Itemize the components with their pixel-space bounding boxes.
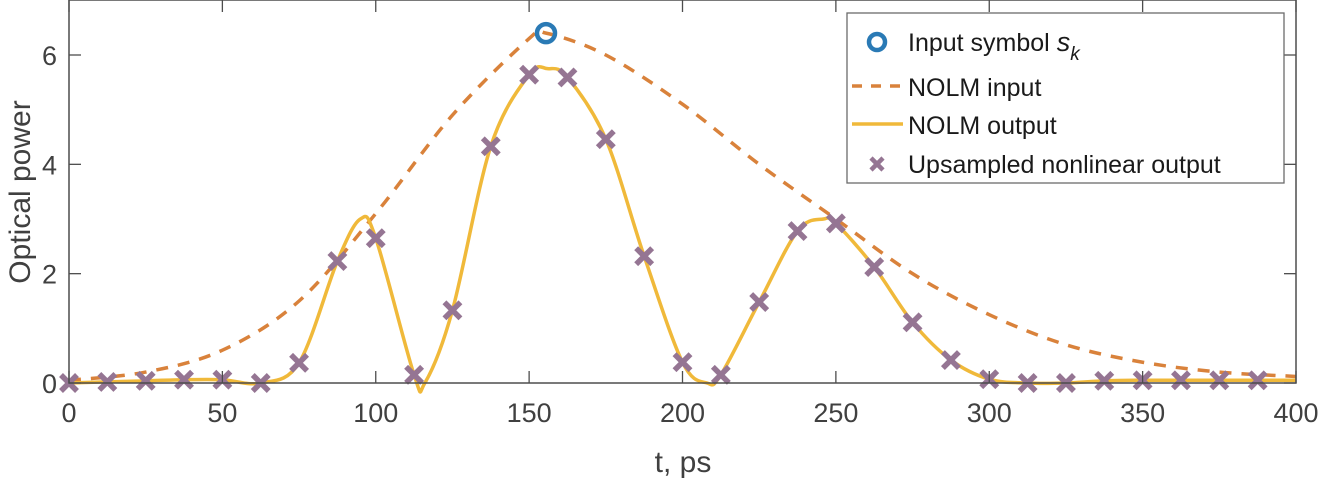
x-tick-label: 300 [967,398,1012,428]
x-marker [135,370,156,391]
y-tick-label: 4 [42,150,57,180]
x-marker [634,246,655,267]
circle-marker-icon [866,31,888,53]
x-tick-labels: 0 50 100 150 200 250 300 350 400 [61,398,1318,428]
x-marker [97,371,118,392]
x-marker-icon [869,156,885,172]
x-tick-label: 0 [61,398,76,428]
x-marker [365,228,386,249]
x-marker [1094,370,1115,391]
x-marker [864,257,885,278]
x-tick-label: 50 [207,398,237,428]
x-tick-label: 400 [1273,398,1318,428]
x-marker [174,369,194,390]
x-tick-label: 350 [1120,398,1165,428]
nolm-input-line [68,27,1297,383]
legend: Input symbol sk NOLM input NOLM output U… [846,12,1285,184]
x-marker [1171,370,1191,391]
y-tick-label: 6 [42,41,57,71]
x-marker [442,300,463,321]
axis-ticks [68,0,1297,384]
y-tick-label: 0 [42,369,57,399]
x-marker [710,364,731,385]
x-marker [480,136,501,157]
y-tick-label: 2 [42,260,57,290]
legend-item-input-symbol: Input symbol sk [908,27,1081,65]
y-axis-label: Optical power [4,100,37,283]
legend-item-nolm-output: NOLM output [908,112,1057,140]
x-marker [595,129,616,150]
x-tick-label: 150 [507,398,552,428]
input-symbol-marker [534,21,558,45]
legend-item-nolm-input: NOLM input [908,74,1041,102]
x-marker [1247,370,1268,391]
x-marker [557,67,578,88]
x-tick-label: 100 [353,398,398,428]
x-marker [1209,370,1230,391]
x-marker [749,292,770,313]
x-marker [787,221,808,241]
x-axis-label: t, ps [655,446,712,479]
x-marker [902,312,923,333]
y-tick-labels: 0 2 4 6 [42,41,57,399]
x-marker [404,364,425,385]
x-marker [825,213,846,234]
legend-box [846,12,1285,184]
x-marker [327,251,348,272]
x-marker [289,352,310,373]
x-tick-label: 200 [660,398,705,428]
x-marker [940,350,961,370]
legend-item-upsampled-output: Upsampled nonlinear output [908,151,1221,179]
x-tick-label: 250 [813,398,858,428]
x-marker [519,64,540,85]
x-marker [672,352,693,373]
